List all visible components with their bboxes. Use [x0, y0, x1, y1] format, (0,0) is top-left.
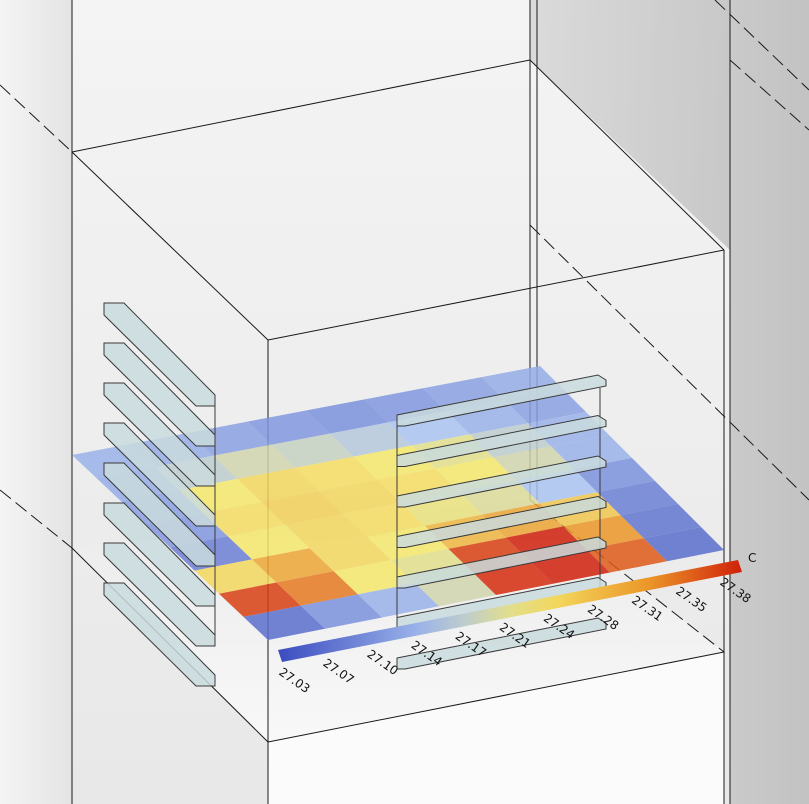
- louver-blade[interactable]: [396, 414, 607, 467]
- heatmap-cell: [597, 481, 678, 516]
- heatmap-cell: [306, 399, 389, 434]
- colorbar-gradient: [278, 560, 742, 662]
- heatmap-cell: [247, 410, 330, 445]
- louver-blade[interactable]: [103, 542, 216, 647]
- heatmap-cell: [586, 538, 667, 573]
- heatmap-cell: [309, 537, 392, 572]
- louver-blade[interactable]: [396, 455, 607, 508]
- colorbar-unit-label: C: [748, 551, 756, 565]
- heatmap-cell: [319, 479, 401, 514]
- heatmap-cell: [620, 504, 701, 539]
- heatmap-cell: [237, 467, 320, 502]
- louver-blade[interactable]: [103, 462, 216, 567]
- louver-blade[interactable]: [396, 617, 607, 670]
- louver-blade[interactable]: [396, 536, 607, 589]
- heatmap-cell: [227, 525, 310, 560]
- louver-blade[interactable]: [396, 374, 607, 427]
- heatmap-cell: [213, 444, 296, 479]
- heatmap-cell: [343, 502, 425, 537]
- heatmap-cell: [300, 594, 382, 629]
- heatmap-cell: [271, 433, 354, 468]
- heatmap-cell: [276, 571, 358, 606]
- room-dashed-edges: [0, 0, 809, 653]
- louver-blade[interactable]: [103, 502, 216, 607]
- heatmap-cell: [285, 513, 368, 549]
- right-louver-stack[interactable]: [396, 374, 607, 670]
- heatmap-cell: [643, 527, 724, 562]
- heatmap-cell: [261, 490, 344, 526]
- louver-blade[interactable]: [103, 382, 216, 487]
- louver-blade[interactable]: [103, 342, 216, 447]
- louver-blade[interactable]: [103, 582, 216, 687]
- heatmap-cell: [243, 605, 325, 640]
- heatmap-cell: [295, 456, 378, 491]
- heatmap-cell: [203, 502, 286, 537]
- left-louver-stack[interactable]: [103, 302, 216, 687]
- heatmap-cell: [333, 560, 416, 595]
- heatmap-cell: [357, 583, 439, 618]
- heatmap-cell: [551, 435, 632, 470]
- louver-blade[interactable]: [103, 422, 216, 527]
- louver-blade[interactable]: [396, 495, 607, 548]
- left-wall: [0, 0, 72, 804]
- heatmap-cell: [329, 422, 412, 457]
- right-wall: [530, 0, 809, 804]
- heatmap-cell: [219, 582, 301, 617]
- room-edges: [71, 0, 731, 804]
- louver-blade[interactable]: [103, 302, 216, 407]
- front-wall: [268, 652, 724, 804]
- heatmap-cell: [252, 548, 334, 583]
